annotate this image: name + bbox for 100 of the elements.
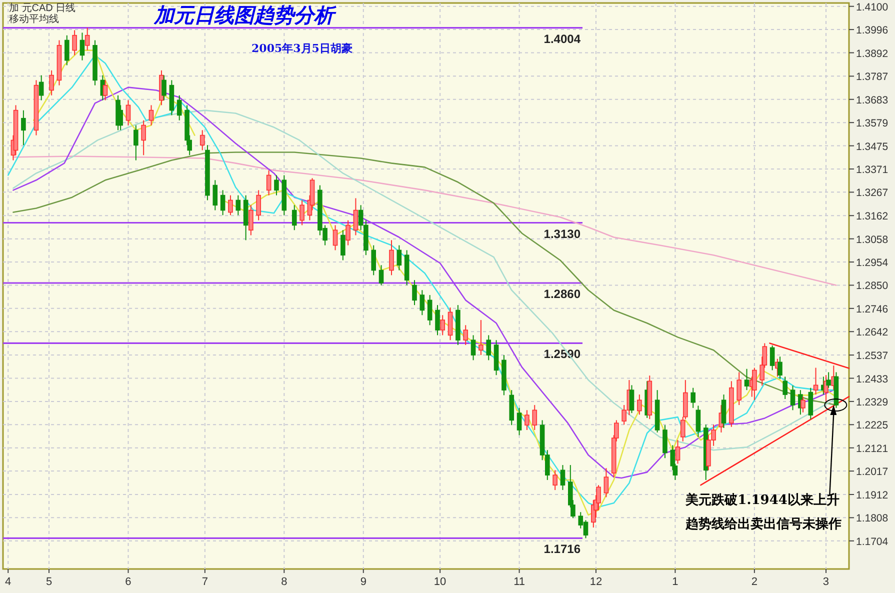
- y-tick-label: 1.3996: [856, 24, 888, 37]
- candlestick: [236, 194, 241, 216]
- candlestick: [448, 307, 453, 341]
- x-tick-label: 2: [751, 576, 758, 588]
- candlestick: [813, 367, 818, 396]
- candlestick: [800, 396, 806, 413]
- candlestick: [266, 170, 272, 196]
- candlestick: [629, 384, 634, 414]
- y-tick-label: 1.1912: [856, 489, 888, 502]
- candlestick: [148, 104, 154, 126]
- candlestick: [604, 468, 609, 498]
- candlestick: [64, 34, 70, 66]
- x-tick-label: 8: [281, 576, 288, 588]
- y-tick-label: 1.2121: [856, 442, 888, 455]
- candlestick: [524, 410, 530, 431]
- candlestick: [744, 368, 750, 391]
- candlestick: [292, 204, 297, 231]
- candlestick: [696, 405, 701, 438]
- candlestick: [134, 124, 138, 161]
- y-tick-label: 1.1704: [856, 536, 888, 548]
- candlestick: [353, 198, 358, 236]
- x-tick-label: 3: [822, 576, 830, 588]
- candlestick: [300, 200, 304, 226]
- chart-title: 加元日线图趋势分析: [153, 3, 337, 27]
- candlestick: [389, 240, 394, 276]
- x-tick-label: 1: [672, 576, 678, 588]
- candlestick: [478, 320, 484, 356]
- candlestick: [396, 244, 402, 271]
- candlestick: [126, 100, 131, 126]
- y-tick-label: 1.3892: [856, 48, 888, 60]
- candlestick: [560, 464, 566, 491]
- y-tick-label: 1.4100: [856, 1, 888, 14]
- y-tick-label: 1.3787: [856, 71, 888, 84]
- text: 2005年3月5日胡豪: [252, 42, 352, 55]
- candlestick: [371, 244, 376, 276]
- candlestick: [826, 372, 831, 388]
- candlestick: [248, 204, 254, 236]
- candlestick: [662, 424, 668, 459]
- y-tick-label: 1.3058: [856, 234, 888, 246]
- candlestick: [736, 372, 742, 406]
- candlestick: [80, 32, 85, 61]
- ref-line-label: 1.1716: [544, 542, 581, 556]
- candlestick: [463, 324, 468, 346]
- candlestick: [340, 230, 346, 261]
- line-series: [12, 156, 837, 286]
- x-tick-label: 11: [514, 576, 525, 588]
- candlestick: [346, 220, 350, 246]
- candlestick: [420, 290, 425, 316]
- candlestick: [782, 376, 788, 400]
- candlestick: [21, 110, 26, 146]
- y-tick-label: 1.2017: [856, 466, 888, 478]
- candlestick: [162, 74, 166, 101]
- candlestick: [770, 344, 775, 371]
- x-tick-label: 4: [5, 576, 12, 588]
- x-tick-label: 12: [590, 576, 602, 588]
- candlestick: [212, 180, 218, 211]
- candlestick: [228, 194, 233, 216]
- candlestick: [332, 224, 338, 251]
- y-tick-label: 1.1808: [856, 512, 888, 525]
- y-tick-label: 1.3267: [856, 187, 888, 200]
- x-tick-label: 5: [46, 576, 52, 588]
- ref-line-label: 1.2860: [544, 286, 581, 301]
- y-tick-label: 1.2850: [856, 280, 888, 292]
- candlestick: [427, 294, 432, 326]
- ref-line-label: 1.2590: [544, 347, 581, 362]
- candlestick: [200, 130, 205, 151]
- candlestick: [552, 470, 558, 491]
- candlestick: [378, 264, 384, 286]
- candlestick: [470, 334, 476, 361]
- y-tick-label: 1.3683: [856, 94, 888, 106]
- candlestick: [516, 407, 522, 436]
- candlestick: [790, 385, 796, 411]
- candlestick: [274, 174, 279, 196]
- x-tick-label: 10: [434, 576, 446, 588]
- ref-line-label: 1.4004: [544, 32, 581, 46]
- candlestick: [675, 440, 680, 464]
- candlestick: [778, 356, 782, 380]
- candlestick: [72, 30, 77, 56]
- candlestick: [532, 404, 538, 431]
- candlestick: [412, 280, 417, 306]
- candlestick: [176, 94, 182, 121]
- x-tick-label: 7: [202, 576, 208, 588]
- y-tick-label: 1.2642: [856, 326, 888, 339]
- annotation: 美元跌破1.1944以来上升趋势线给出卖出信号未操作: [684, 492, 842, 532]
- candlestick: [486, 334, 492, 361]
- candlestick: [752, 367, 757, 401]
- candlestick: [141, 120, 146, 156]
- candlestick: [220, 190, 226, 216]
- y-tick-label: 1.3579: [856, 118, 888, 130]
- y-tick-label: 1.2746: [856, 303, 888, 316]
- annotation: 加 元CAD 日线: [9, 2, 76, 14]
- candlestick: [637, 394, 642, 416]
- candlestick: [256, 190, 261, 221]
- candlestick: [102, 80, 108, 101]
- y-tick-label: 1.3475: [856, 140, 888, 153]
- y-tick-label: 1.2329: [856, 396, 888, 408]
- candlestick: [49, 70, 54, 96]
- x-tick-label: 9: [360, 576, 366, 588]
- annotation: 移动平均线: [9, 13, 59, 25]
- candlestick: [440, 314, 446, 336]
